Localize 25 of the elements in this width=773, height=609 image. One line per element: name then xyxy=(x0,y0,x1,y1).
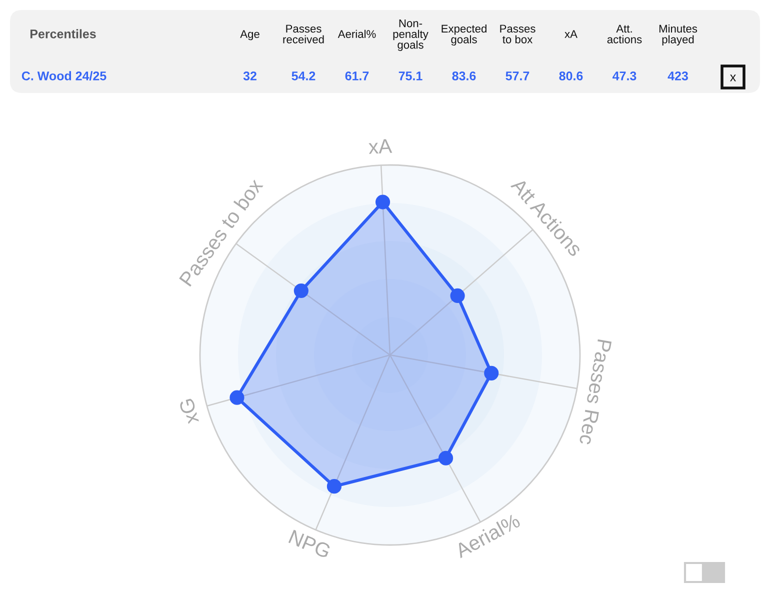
data-label: 75.1 xyxy=(398,72,422,80)
data-label: 423 xyxy=(668,72,688,80)
category-label: xA xyxy=(564,30,578,38)
data-label: 61.7 xyxy=(345,72,369,80)
text: Percentiles xyxy=(30,29,96,38)
data-label: 32 xyxy=(243,72,256,80)
data-label: 57.7 xyxy=(506,72,530,80)
category-label: Aerial% xyxy=(338,30,376,38)
category-label: Age xyxy=(240,30,260,40)
data-label: 80.6 xyxy=(559,72,583,80)
category-label: Att. actions xyxy=(607,24,642,44)
data-label: 47.3 xyxy=(612,72,636,80)
text: x xyxy=(730,74,736,82)
category-label: Minutes played xyxy=(659,24,698,46)
spoke-label: xA xyxy=(368,138,392,154)
category-label: Passes to box xyxy=(500,24,536,44)
category-label: Passes received xyxy=(283,24,324,44)
text: C. Wood 24/25 xyxy=(22,71,106,80)
data-label: 54.2 xyxy=(292,72,316,80)
spoke-label: Passes Rec xyxy=(579,339,612,446)
category-label: Expected goals xyxy=(442,24,486,46)
data-label: 83.6 xyxy=(452,72,476,80)
category-label: Non- penalty goals xyxy=(393,19,428,51)
spoke-label: NPG xyxy=(288,530,332,559)
spoke-label: xG xyxy=(178,398,200,426)
